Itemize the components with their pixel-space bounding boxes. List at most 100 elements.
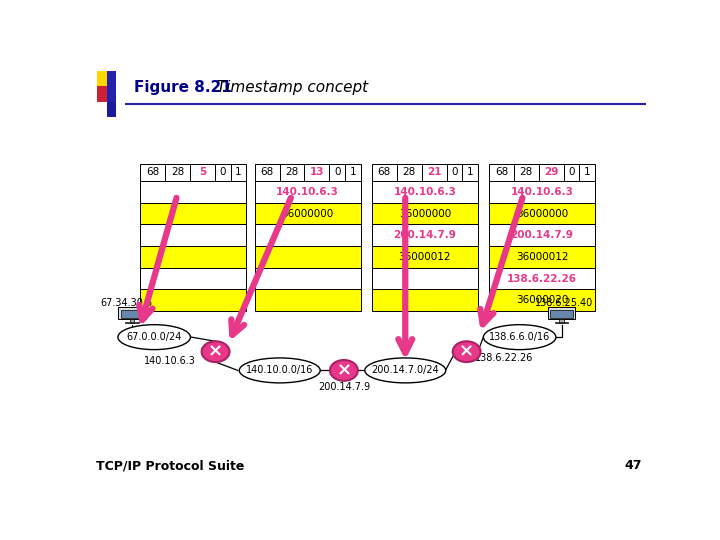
Text: ×: ×: [336, 361, 351, 380]
Bar: [559, 319, 564, 322]
Bar: [489, 289, 595, 311]
Bar: [121, 309, 143, 318]
Circle shape: [202, 341, 230, 362]
Ellipse shape: [118, 325, 191, 349]
Text: 36000012: 36000012: [516, 252, 568, 262]
Ellipse shape: [365, 358, 446, 383]
Text: 21: 21: [427, 167, 441, 178]
Bar: [107, 85, 116, 117]
Bar: [140, 164, 165, 181]
Bar: [372, 268, 478, 289]
Bar: [489, 181, 595, 203]
Bar: [446, 164, 462, 181]
Text: 28: 28: [520, 167, 533, 178]
Text: 36000000: 36000000: [282, 208, 334, 219]
Bar: [255, 181, 361, 203]
Text: 36000020: 36000020: [516, 295, 568, 305]
Bar: [372, 203, 478, 225]
Text: 138.6.6.0/16: 138.6.6.0/16: [489, 332, 550, 342]
Bar: [255, 164, 279, 181]
Text: 1: 1: [467, 167, 473, 178]
Text: 28: 28: [171, 167, 184, 178]
Bar: [397, 164, 422, 181]
Bar: [140, 203, 246, 225]
Text: 138.6.22.26: 138.6.22.26: [507, 274, 577, 284]
Text: 0: 0: [220, 167, 226, 178]
Text: 13: 13: [310, 167, 324, 178]
Text: 36000000: 36000000: [399, 208, 451, 219]
Bar: [372, 246, 478, 268]
Bar: [580, 164, 595, 181]
Bar: [96, 85, 111, 102]
Ellipse shape: [483, 325, 556, 349]
Bar: [107, 71, 116, 102]
Text: TCP/IP Protocol Suite: TCP/IP Protocol Suite: [96, 460, 244, 472]
Bar: [329, 164, 345, 181]
Bar: [140, 246, 246, 268]
Text: 68: 68: [495, 167, 508, 178]
Bar: [140, 289, 246, 311]
Bar: [372, 181, 478, 203]
Text: 140.10.6.3: 140.10.6.3: [276, 187, 339, 197]
Bar: [255, 289, 361, 311]
Text: 5: 5: [199, 167, 206, 178]
Text: 200.14.7.0/24: 200.14.7.0/24: [372, 366, 439, 375]
Text: 1: 1: [584, 167, 590, 178]
Bar: [489, 225, 595, 246]
Bar: [118, 307, 145, 320]
Bar: [514, 164, 539, 181]
Bar: [489, 268, 595, 289]
Text: 28: 28: [402, 167, 415, 178]
Text: 1: 1: [235, 167, 242, 178]
Text: 36000000: 36000000: [516, 208, 568, 219]
Bar: [107, 71, 126, 102]
Text: 200.14.7.9: 200.14.7.9: [393, 230, 456, 240]
Bar: [255, 203, 361, 225]
Ellipse shape: [239, 358, 320, 383]
Text: 140.10.6.3: 140.10.6.3: [144, 356, 196, 366]
Text: 138.6.25.40: 138.6.25.40: [535, 298, 593, 308]
Text: ×: ×: [459, 343, 474, 361]
Text: 36000012: 36000012: [399, 252, 451, 262]
Text: 67.34.30.6: 67.34.30.6: [100, 298, 152, 308]
Text: 0: 0: [568, 167, 575, 178]
Text: 47: 47: [625, 460, 642, 472]
Text: 0: 0: [334, 167, 341, 178]
Bar: [140, 268, 246, 289]
Bar: [215, 164, 230, 181]
Bar: [372, 289, 478, 311]
Bar: [279, 164, 305, 181]
Text: 0: 0: [451, 167, 458, 178]
Bar: [130, 319, 134, 322]
Circle shape: [330, 360, 358, 381]
Bar: [255, 225, 361, 246]
Bar: [190, 164, 215, 181]
Bar: [547, 307, 575, 320]
Text: 140.10.6.3: 140.10.6.3: [393, 187, 456, 197]
Text: 140.10.0.0/16: 140.10.0.0/16: [246, 366, 313, 375]
Text: 200.14.7.9: 200.14.7.9: [318, 382, 370, 392]
Bar: [550, 309, 572, 318]
Bar: [140, 225, 246, 246]
Bar: [165, 164, 190, 181]
Bar: [564, 164, 580, 181]
Text: ×: ×: [208, 343, 223, 361]
Bar: [255, 246, 361, 268]
Bar: [489, 203, 595, 225]
Bar: [255, 268, 361, 289]
Text: 68: 68: [261, 167, 274, 178]
Text: 68: 68: [377, 167, 391, 178]
Text: 1: 1: [349, 167, 356, 178]
Text: 140.10.6.3: 140.10.6.3: [510, 187, 573, 197]
Bar: [230, 164, 246, 181]
Bar: [125, 322, 139, 323]
Bar: [305, 164, 329, 181]
Text: Timestamp concept: Timestamp concept: [207, 80, 369, 95]
Text: Figure 8.21: Figure 8.21: [133, 80, 231, 95]
Bar: [372, 225, 478, 246]
Bar: [96, 71, 126, 102]
Bar: [554, 322, 569, 323]
Text: 68: 68: [146, 167, 159, 178]
Text: 200.14.7.9: 200.14.7.9: [510, 230, 573, 240]
Bar: [140, 181, 246, 203]
